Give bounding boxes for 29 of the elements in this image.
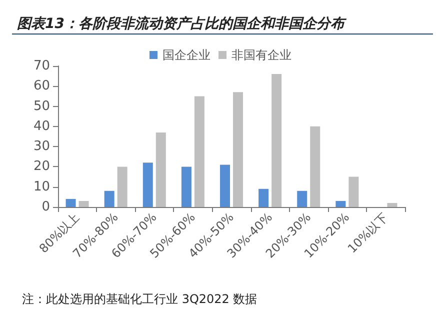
y-tick-label: 30 xyxy=(33,139,50,154)
bar xyxy=(258,188,269,207)
bar xyxy=(272,74,282,207)
y-tick-label: 60 xyxy=(33,78,50,94)
bar xyxy=(194,96,204,207)
bar xyxy=(142,162,153,207)
bar xyxy=(220,164,230,207)
bar xyxy=(310,126,320,207)
y-tick-label: 70 xyxy=(33,58,50,74)
legend-label: 非国有企业 xyxy=(232,48,292,62)
y-tick-label: 0 xyxy=(42,200,50,214)
y-tick-label: 50 xyxy=(33,98,50,114)
bar xyxy=(233,92,243,207)
bar xyxy=(78,200,89,207)
bar xyxy=(181,166,192,207)
bar xyxy=(156,132,166,207)
y-tick-label: 10 xyxy=(33,179,50,194)
text: 注：此处选用的基础化工行业 3Q2022 数据 xyxy=(22,292,258,306)
bar xyxy=(387,202,398,207)
legend-label: 国企企业 xyxy=(162,48,210,62)
bar xyxy=(336,200,346,207)
bar xyxy=(104,190,114,207)
y-tick-label: 20 xyxy=(33,159,50,174)
bar xyxy=(348,176,359,207)
chart-title: 图表13：各阶段非流动资产占比的国企和非国企分布 xyxy=(17,15,348,32)
bar xyxy=(117,166,128,207)
bar xyxy=(297,190,308,207)
bar xyxy=(66,198,76,207)
y-tick-label: 40 xyxy=(33,118,50,134)
